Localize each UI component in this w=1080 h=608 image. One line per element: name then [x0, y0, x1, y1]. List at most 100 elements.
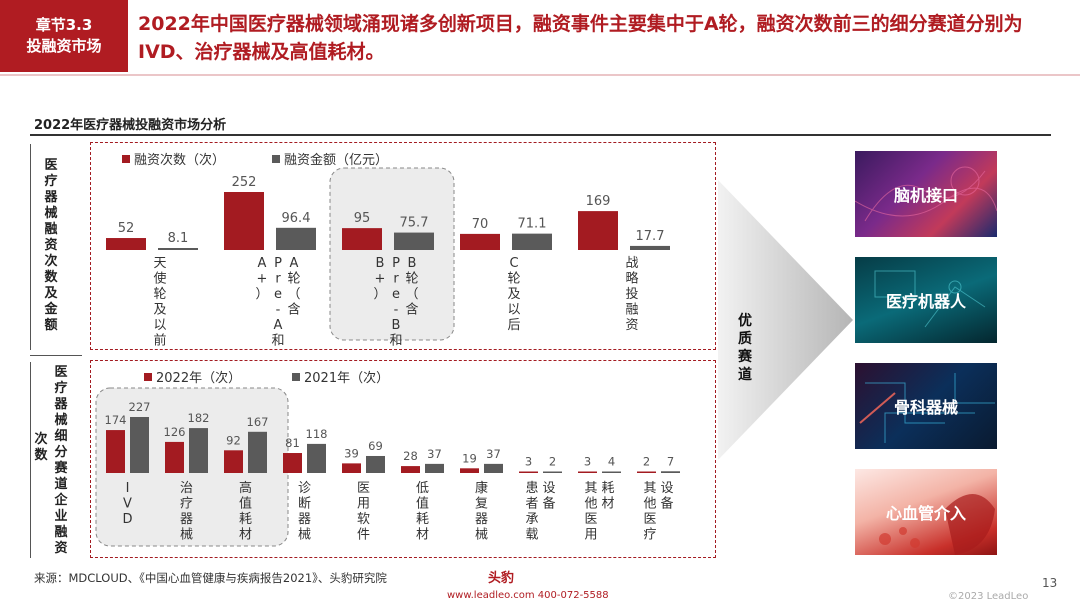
- left-label-frame-top: [30, 144, 31, 350]
- bar-2021: [248, 431, 267, 473]
- category-label-char: 承: [525, 512, 538, 527]
- copyright: ©2023 LeadLeo: [948, 591, 1029, 602]
- segment-funding-chart: 2022年（次） 2021年（次）174227IVD126182治疗器械92167…: [95, 370, 680, 547]
- category-label-char: 复: [475, 496, 488, 511]
- left-label-frame-bottom: [30, 362, 31, 558]
- category-label-char: D: [122, 512, 132, 527]
- category-label-char: 略: [625, 270, 638, 286]
- bar-2021: [130, 417, 149, 473]
- category-label-char: 及: [153, 302, 166, 317]
- category-label-char: 器: [475, 512, 488, 527]
- category-label-char: 医: [584, 512, 597, 527]
- category-label-char: +: [375, 271, 386, 286]
- category-label-char: 疗: [180, 496, 193, 511]
- bar-2022: [519, 471, 538, 473]
- category-label-char: 耗: [239, 512, 252, 527]
- data-label: 167: [247, 415, 269, 429]
- data-label: 4: [608, 455, 615, 469]
- category-label-char: P: [392, 256, 400, 271]
- data-label: 3: [584, 455, 591, 469]
- category-label-char: B: [376, 256, 385, 271]
- category-label-char: 和: [271, 333, 284, 346]
- priority-label: 优质赛道: [738, 313, 752, 383]
- page-number: 13: [1042, 576, 1058, 590]
- bar-count: [460, 233, 500, 250]
- category-label-char: C: [509, 256, 518, 271]
- chapter-badge: 章节3.3 投融资市场: [0, 0, 128, 72]
- data-label: 252: [232, 175, 257, 190]
- category-label-char: 医: [643, 512, 656, 527]
- category-label-char: （: [405, 287, 418, 302]
- bar-amount: [276, 227, 316, 250]
- category-label-char: 轮: [507, 271, 520, 286]
- category-label-char: 设: [542, 481, 555, 496]
- data-label: 174: [105, 413, 127, 427]
- bar-count: [224, 192, 264, 250]
- bar-amount: [630, 245, 670, 250]
- category-label-char: 器: [180, 512, 193, 527]
- legend-swatch: [144, 373, 152, 381]
- tile-robot: 医疗机器人: [855, 257, 997, 343]
- source-note: 来源：MDCLOUD、《中国心血管健康与疾病报告2021》、头豹研究院: [34, 571, 387, 585]
- bar-2022: [106, 430, 125, 473]
- data-label: 3: [525, 455, 532, 469]
- left-label-gap-line: [30, 355, 82, 356]
- tile-bci-label: 脑机接口: [893, 186, 958, 205]
- data-label: 71.1: [518, 217, 547, 232]
- data-label: 52: [118, 221, 135, 236]
- category-label-char: 低: [416, 481, 429, 496]
- category-label-char: 软: [357, 512, 370, 527]
- data-label: 96.4: [282, 211, 311, 226]
- bar-count: [342, 228, 382, 250]
- tile-ortho-label: 骨科器械: [893, 398, 958, 417]
- category-label-char: 以: [507, 302, 520, 317]
- category-label-char: 患: [525, 481, 538, 496]
- left-label-bottom-main: 医疗器械细分赛道企业融资: [54, 365, 68, 556]
- category-label-char: A: [258, 256, 267, 271]
- category-label-char: 天: [153, 256, 166, 271]
- priority-arrow: [718, 180, 853, 460]
- bar-2022: [283, 453, 302, 473]
- data-label: 227: [129, 400, 151, 414]
- category-label-char: （: [287, 287, 300, 302]
- category-label-char: -: [276, 302, 281, 317]
- category-label-char: 康: [475, 480, 488, 496]
- category-label-char: V: [123, 496, 132, 511]
- category-label-char: 械: [475, 527, 488, 542]
- data-label: 75.7: [400, 216, 429, 231]
- bar-2021: [425, 463, 444, 473]
- category-label-char: 含: [405, 301, 418, 317]
- left-label-bottom-sub: 次数: [34, 432, 48, 463]
- category-label-char: r: [393, 271, 399, 286]
- tile-ortho: 骨科器械: [855, 363, 997, 449]
- category-label-char: 高: [239, 480, 252, 496]
- category-label-char: 轮: [287, 271, 300, 286]
- category-label-char: 诊: [298, 481, 311, 496]
- category-label-char: ）: [255, 287, 268, 302]
- bar-2022: [224, 450, 243, 473]
- legend-label: 2022年（次）: [156, 370, 241, 386]
- category-label-char: e: [274, 287, 282, 302]
- category-label-char: 其: [643, 481, 656, 496]
- category-label-char: 疗: [643, 527, 656, 542]
- highlight-a-round: [329, 167, 455, 341]
- bar-amount: [512, 233, 552, 250]
- category-label-char: 材: [416, 527, 429, 542]
- left-label-top: 医疗器械融资次数及金额: [44, 158, 58, 333]
- category-label-char: +: [257, 271, 268, 286]
- contact-info: www.leadleo.com 400-072-5588: [447, 590, 609, 601]
- brand-logo: 头豹: [488, 571, 515, 586]
- data-label: 118: [306, 427, 328, 441]
- category-label-char: r: [275, 271, 281, 286]
- bar-2022: [165, 441, 184, 473]
- category-label-char: 和: [389, 333, 402, 346]
- chapter-number: 章节3.3: [35, 16, 93, 34]
- category-label-char: 其: [584, 481, 597, 496]
- legend-label: 融资金额（亿元）: [284, 152, 388, 168]
- data-label: 92: [226, 433, 241, 447]
- data-label: 17.7: [636, 229, 665, 244]
- data-label: 126: [164, 425, 186, 439]
- bar-2021: [366, 455, 385, 473]
- category-label-char: 备: [660, 495, 673, 511]
- header-divider: [0, 74, 1080, 76]
